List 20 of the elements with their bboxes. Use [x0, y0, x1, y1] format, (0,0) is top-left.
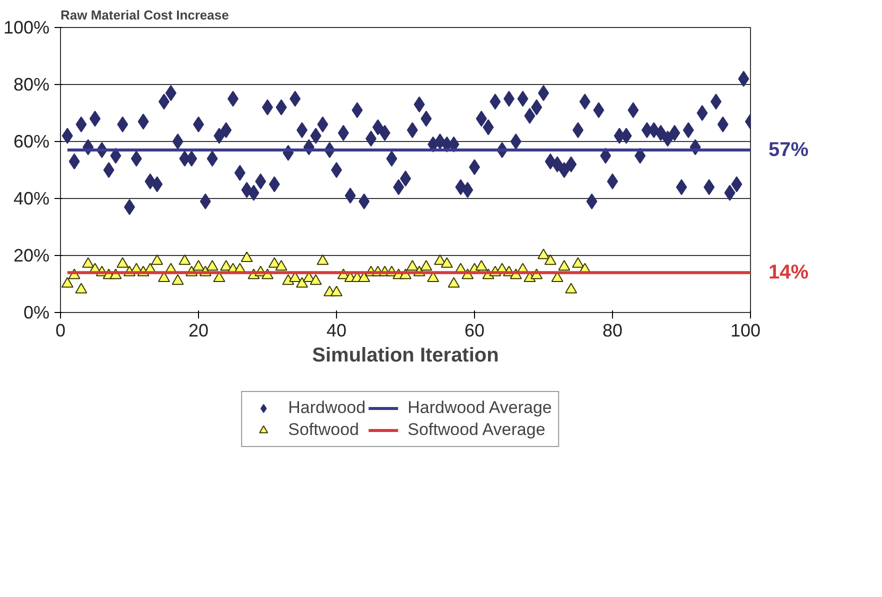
y-tick-label: 100%: [3, 18, 50, 38]
legend-label: Hardwood Average: [408, 398, 552, 418]
legend-label: Softwood: [288, 420, 359, 440]
y-tick-label: 0%: [23, 302, 50, 322]
y-tick-label: 60%: [13, 132, 50, 152]
x-tick-label: 40: [326, 320, 347, 340]
chart-title: Raw Material Cost Increase: [60, 8, 229, 22]
legend-label: Softwood Average: [408, 420, 546, 440]
y-tick-label: 80%: [13, 74, 50, 94]
x-tick-label: 20: [188, 320, 209, 340]
x-tick-label: 60: [464, 320, 485, 340]
annotation: 14%: [768, 262, 809, 284]
x-tick-label: 100: [730, 320, 761, 340]
y-tick-label: 40%: [13, 188, 50, 208]
x-axis-title: Simulation Iteration: [312, 344, 499, 366]
legend-label: Hardwood: [288, 398, 366, 418]
y-tick-label: 20%: [13, 246, 50, 266]
annotation: 57%: [768, 139, 809, 162]
x-tick-label: 80: [602, 320, 623, 340]
x-tick-label: 0: [55, 320, 66, 340]
